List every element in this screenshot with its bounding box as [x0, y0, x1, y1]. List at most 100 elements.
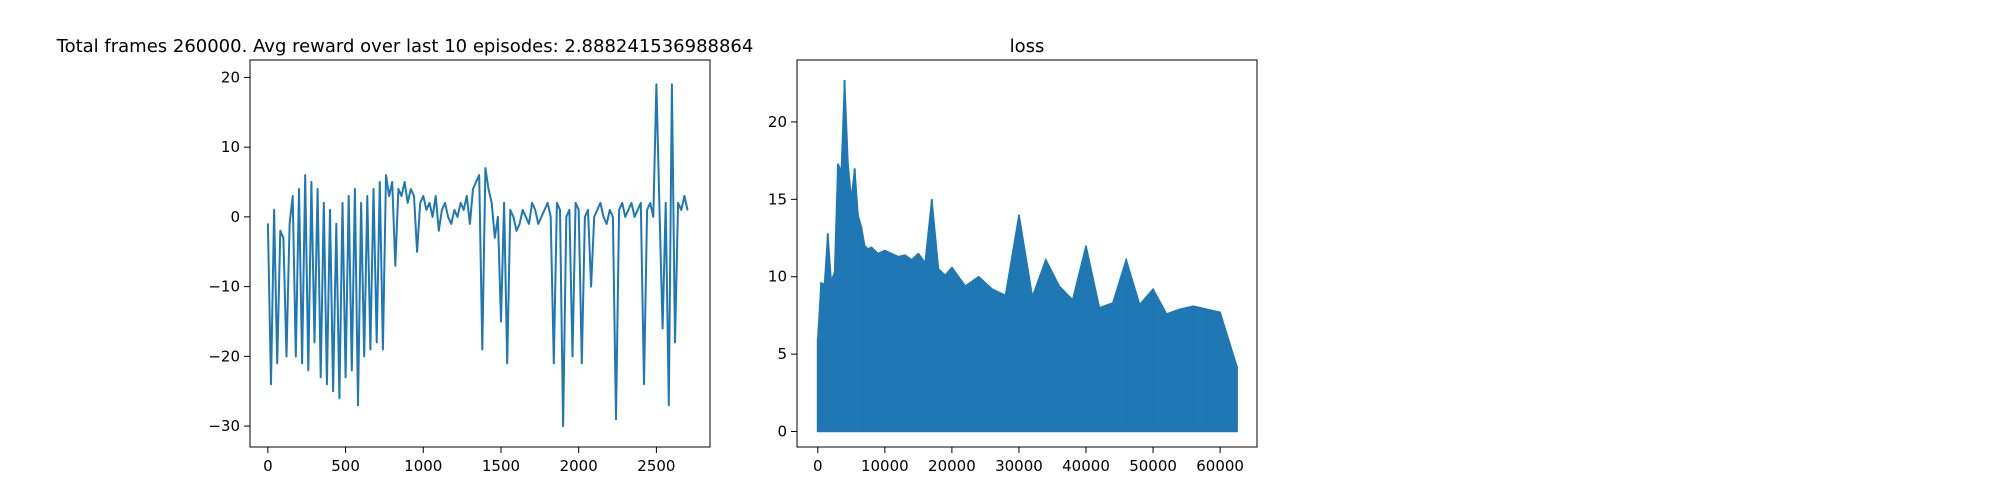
reward-data-point: [422, 195, 425, 197]
reward-data-point: [633, 216, 636, 218]
reward-xtick-label: 1500: [482, 457, 520, 475]
reward-data-point: [590, 285, 592, 288]
reward-data-point: [382, 348, 384, 351]
reward-ytick-label: 10: [221, 138, 240, 156]
reward-data-point: [664, 202, 667, 204]
reward-data-point: [273, 209, 275, 211]
reward-data-point: [497, 216, 499, 218]
loss-xtick-label: 30000: [995, 457, 1043, 475]
reward-data-point: [627, 209, 630, 211]
reward-data-point: [677, 202, 679, 204]
reward-ytick-label: 0: [230, 208, 240, 226]
reward-data-point: [624, 216, 627, 218]
reward-data-point: [596, 209, 599, 211]
reward-data-point: [288, 223, 291, 225]
reward-data-point: [307, 369, 310, 372]
reward-data-point: [351, 369, 353, 372]
reward-data-point: [643, 383, 645, 386]
loss-ytick-label: 15: [768, 190, 787, 208]
reward-data-point: [506, 362, 509, 365]
reward-data-point: [683, 195, 686, 197]
reward-data-point: [478, 174, 481, 176]
reward-data-point: [581, 362, 583, 365]
reward-data-point: [661, 327, 664, 330]
reward-chart: Total frames 260000. Avg reward over las…: [56, 36, 754, 475]
reward-data-point: [521, 209, 524, 211]
reward-data-point: [397, 188, 400, 190]
reward-data-point: [618, 209, 620, 211]
reward-data-point: [503, 202, 505, 204]
reward-data-point: [562, 425, 564, 427]
reward-data-point: [658, 209, 661, 211]
reward-ytick-label: −20: [208, 347, 240, 365]
reward-data-point: [326, 383, 328, 386]
reward-data-point: [456, 216, 459, 218]
reward-data-point: [316, 188, 319, 190]
reward-xtick-label: 500: [331, 457, 360, 475]
reward-data-point: [490, 202, 493, 204]
loss-plot-frame: [796, 59, 1258, 448]
reward-data-point: [313, 341, 316, 344]
reward-data-point: [537, 223, 540, 225]
reward-data-point: [577, 209, 580, 211]
loss-xtick-label: 60000: [1196, 457, 1244, 475]
reward-data-point: [674, 341, 676, 344]
reward-series-layer: [266, 83, 689, 428]
reward-data-point: [466, 195, 468, 197]
reward-data-point: [500, 320, 502, 323]
reward-data-point: [344, 376, 347, 379]
loss-xtick-label: 50000: [1129, 457, 1177, 475]
reward-data-point: [438, 230, 440, 232]
reward-data-point: [419, 202, 422, 204]
reward-data-point: [301, 362, 303, 365]
reward-data-point: [366, 195, 369, 197]
reward-data-point: [553, 362, 555, 365]
reward-data-point: [369, 348, 372, 351]
reward-plot-frame: [249, 59, 711, 448]
reward-data-point: [525, 216, 527, 218]
reward-data-point: [304, 174, 307, 176]
reward-data-point: [447, 216, 449, 218]
reward-data-point: [534, 209, 536, 211]
reward-data-point: [285, 355, 288, 358]
reward-data-point: [528, 223, 530, 225]
reward-data-point: [531, 202, 533, 204]
reward-data-point: [416, 251, 418, 253]
reward-data-point: [636, 209, 639, 211]
reward-axis-ticks: 0 500 1000 1500 2000 2500 −30 −20 −10 0 10 20: [208, 68, 675, 475]
reward-data-point: [621, 202, 623, 204]
reward-data-point: [459, 202, 462, 204]
reward-data-point: [279, 230, 282, 232]
reward-data-point: [319, 376, 322, 379]
reward-data-point: [270, 383, 272, 386]
reward-data-point: [593, 216, 595, 218]
loss-xtick-label: 20000: [928, 457, 976, 475]
reward-xtick-label: 2500: [637, 457, 675, 475]
reward-data-point: [462, 209, 465, 211]
reward-data-point: [469, 223, 471, 225]
reward-data-point: [444, 202, 446, 204]
reward-data-point: [385, 174, 387, 176]
reward-data-point: [329, 209, 331, 211]
loss-axis-ticks: 0 10000 20000 30000 40000 50000 60000 0 5 10 15 20: [768, 113, 1244, 475]
reward-data-point: [556, 202, 558, 204]
reward-data-point: [338, 397, 341, 400]
loss-xtick-label: 40000: [1062, 457, 1110, 475]
reward-data-point: [630, 202, 633, 204]
reward-data-point: [282, 237, 285, 239]
reward-data-point: [559, 209, 561, 211]
reward-data-point: [323, 202, 325, 204]
reward-data-point: [680, 209, 683, 211]
reward-data-point: [568, 209, 571, 211]
loss-ytick-label: 5: [777, 345, 787, 363]
reward-data-point: [472, 188, 474, 190]
reward-data-point: [655, 83, 658, 86]
reward-data-point: [602, 216, 605, 218]
reward-data-point: [379, 181, 381, 183]
reward-xtick-label: 2000: [560, 457, 598, 475]
reward-data-point: [484, 167, 487, 169]
reward-data-point: [671, 83, 673, 86]
reward-data-point: [310, 181, 313, 183]
reward-data-point: [347, 195, 350, 197]
reward-data-point: [515, 230, 518, 232]
